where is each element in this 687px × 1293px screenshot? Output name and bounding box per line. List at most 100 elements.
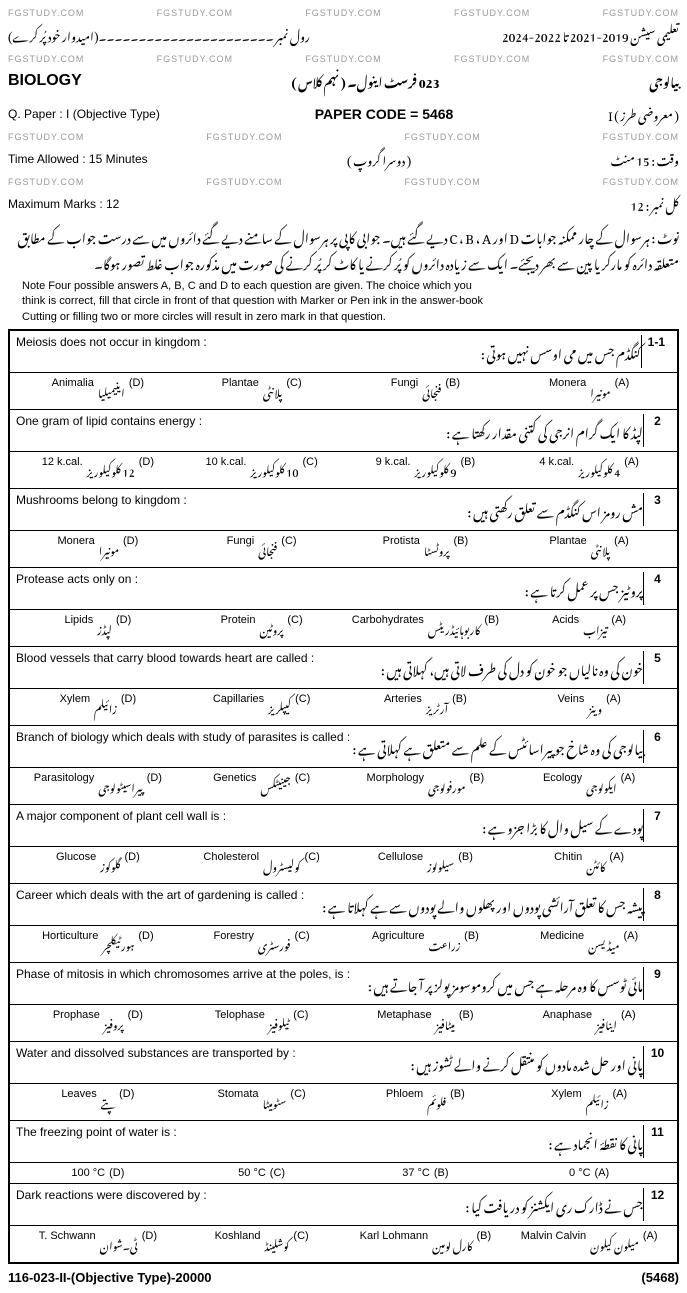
question-options: 12 k.cal. 12 کلوکیلوریز (D) 10 k.cal. 10…	[10, 452, 677, 489]
question-options: Glucose گلوکوز (D) Cholesterol کولیسٹرول…	[10, 847, 677, 884]
question-number: 10	[643, 1046, 671, 1079]
option: Genetics جینیٹکس (C)	[180, 772, 344, 800]
option: Prophase پروفیز (D)	[16, 1009, 180, 1037]
option-en: Leaves	[61, 1088, 96, 1116]
option-letter: (B)	[452, 693, 467, 721]
option-en: Animalia	[52, 377, 94, 405]
option-ur: پروٹسٹا	[424, 535, 450, 563]
question-number: 1-1	[641, 335, 671, 368]
option-en: Fungi	[227, 535, 255, 563]
option-en: Agriculture	[372, 930, 425, 958]
question-number: 5	[643, 651, 671, 684]
option-letter: (A)	[614, 535, 629, 563]
option-en: Anaphase	[543, 1009, 593, 1037]
option: 37 °C (B)	[344, 1167, 508, 1179]
option-ur: فورسٹری	[258, 930, 291, 958]
question-stem: One gram of lipid contains energy : لپڈ …	[10, 410, 677, 452]
option-en: Xylem	[551, 1088, 582, 1116]
question-en: The freezing point of water is :	[16, 1125, 548, 1158]
option: 12 k.cal. 12 کلوکیلوریز (D)	[16, 456, 180, 484]
option-ur: پلانٹی	[591, 535, 610, 563]
footer: 116-023-II-(Objective Type)-20000 (5468)	[8, 1270, 679, 1285]
option-en: Plantae	[549, 535, 586, 563]
question-en: Meiosis does not occur in kingdom :	[16, 335, 481, 368]
option-ur: مونیرا	[590, 377, 610, 405]
question-options: Horticulture ہورٹیکلچر (D) Forestry فورس…	[10, 926, 677, 963]
question-stem: Mushrooms belong to kingdom : مش رومز اس…	[10, 489, 677, 531]
option-letter: (B)	[434, 1167, 449, 1179]
option: Chitin کائٹن (A)	[507, 851, 671, 879]
option-ur: ایکولوجی	[586, 772, 616, 800]
question-en: Branch of biology which deals with study…	[16, 730, 352, 763]
question-stem: Protease acts only on : پروٹیز جس پر عمل…	[10, 568, 677, 610]
option: Fungi فنجائی (B)	[344, 377, 508, 405]
option-ur: زائیلم	[586, 1088, 609, 1116]
question-stem: Career which deals with the art of garde…	[10, 884, 677, 926]
option-letter: (B)	[484, 614, 499, 642]
question-stem: Dark reactions were discovered by : جس ن…	[10, 1184, 677, 1226]
question-stem: The freezing point of water is : پانی کا…	[10, 1121, 677, 1163]
question-options: Parasitology پیراسیٹولوجی (D) Genetics ج…	[10, 768, 677, 805]
biology-title: BIOLOGY	[8, 72, 82, 90]
option-en: Malvin Calvin	[521, 1230, 586, 1258]
option-ur: کارل لومین	[432, 1230, 472, 1258]
option: Stomata سٹومیٹا (C)	[180, 1088, 344, 1116]
option-letter: (B)	[470, 772, 485, 800]
option-letter: (A)	[606, 693, 621, 721]
option-en: Capillaries	[213, 693, 264, 721]
option-letter: (D)	[129, 377, 144, 405]
option-letter: (D)	[116, 614, 131, 642]
watermark-row: FGSTUDY.COMFGSTUDY.COMFGSTUDY.COMFGSTUDY…	[8, 8, 679, 18]
question-ur: پیشہ جس کا تعلق آرائشی پودوں اور پھلوں و…	[322, 888, 643, 921]
option: Acids تیزاب (A)	[507, 614, 671, 642]
option-ur: میلون کیلون	[590, 1230, 639, 1258]
option-letter: (B)	[445, 377, 460, 405]
option-letter: (D)	[138, 930, 153, 958]
option-en: 0 °C	[569, 1167, 591, 1179]
option-letter: (A)	[624, 456, 639, 484]
option-letter: (C)	[295, 772, 310, 800]
option-en: Monera	[57, 535, 94, 563]
option: Agriculture زراعت (B)	[344, 930, 508, 958]
option-en: Forestry	[214, 930, 254, 958]
question-ur: بیالوجی کی وہ شاخ جو پیراسائٹس کے علم سے…	[352, 730, 643, 763]
option: Plantae پلانٹی (A)	[507, 535, 671, 563]
question-number: 11	[643, 1125, 671, 1158]
option-ur: کولیسٹرول	[263, 851, 300, 879]
question-ur: پانی اور حل شدہ مادوں کو منتقل کرنے والے…	[411, 1046, 643, 1079]
option-ur: کاربوہائیڈریٹس	[428, 614, 480, 642]
option-en: 9 k.cal.	[376, 456, 411, 484]
question-number: 2	[643, 414, 671, 447]
question-ur: لپڈ کا ایک گرام انرجی کی کتنی مقدار رکھت…	[446, 414, 643, 447]
question-en: Protease acts only on :	[16, 572, 525, 605]
option: Forestry فورسٹری (C)	[180, 930, 344, 958]
option-letter: (D)	[139, 456, 154, 484]
option-letter: (C)	[294, 930, 309, 958]
option-ur: میٹافیز	[436, 1009, 455, 1037]
option-ur: 9 کلوکیلوریز	[414, 456, 456, 484]
option-ur: فلوئم	[427, 1088, 446, 1116]
option-en: Fungi	[391, 377, 419, 405]
option: 100 °C (D)	[16, 1167, 180, 1179]
watermark-row: FGSTUDY.COMFGSTUDY.COMFGSTUDY.COMFGSTUDY…	[8, 177, 679, 187]
option-en: Lipids	[64, 614, 93, 642]
question-en: A major component of plant cell wall is …	[16, 809, 482, 842]
option: Metaphase میٹافیز (B)	[344, 1009, 508, 1037]
option-en: Parasitology	[34, 772, 95, 800]
option-ur: زائیلم	[94, 693, 117, 721]
option-letter: (A)	[612, 1088, 627, 1116]
option-en: Cholesterol	[203, 851, 259, 879]
option: Karl Lohmann کارل لومین (B)	[344, 1230, 508, 1258]
option-letter: (B)	[450, 1088, 465, 1116]
paper-code: PAPER CODE = 5468	[315, 106, 454, 122]
option: Leaves پتے (D)	[16, 1088, 180, 1116]
option-en: 4 k.cal.	[539, 456, 574, 484]
question-ur: پانی کا نقطۂ انجماد ہے :	[548, 1125, 643, 1158]
option-en: Xylem	[60, 693, 91, 721]
option: Xylem زائیلم (A)	[507, 1088, 671, 1116]
question-ur: مائی ٹوسس کا وہ مرحلہ ہے جس میں کروموسوم…	[368, 967, 643, 1000]
question-options: Leaves پتے (D) Stomata سٹومیٹا (C) Phloe…	[10, 1084, 677, 1121]
option: Ecology ایکولوجی (A)	[507, 772, 671, 800]
option-letter: (A)	[595, 1167, 610, 1179]
option-letter: (B)	[464, 930, 479, 958]
